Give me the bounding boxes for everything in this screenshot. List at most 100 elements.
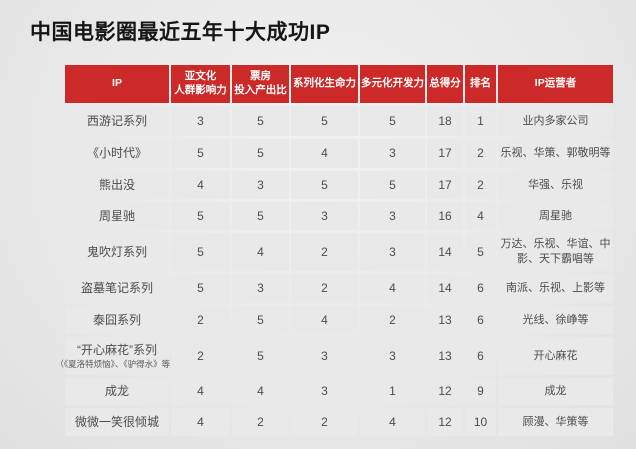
diversification-score-cell: 4	[360, 274, 425, 303]
subculture-score-cell: 5	[171, 274, 230, 303]
ip-name-cell: 鬼吹灯系列	[65, 233, 169, 271]
ip-name: 鬼吹灯系列	[86, 244, 147, 259]
column-header-line: 总得分	[429, 77, 461, 90]
subculture-score-cell: 4	[171, 408, 230, 436]
ip-name-cell: 成龙	[65, 378, 169, 405]
serialization-score-cell: 2	[291, 274, 358, 303]
subculture-score-cell: 5	[171, 139, 230, 168]
ip-operator-cell: 业内多家公司	[498, 106, 613, 136]
ip-operator-cell: 光线、徐峥等	[498, 306, 613, 334]
serialization-score-cell: 3	[291, 378, 358, 405]
ip-name-subtitle: （《夏洛特烦恼》、《驴得水》等）	[55, 358, 179, 369]
ip-name: “开心麻花”系列	[77, 342, 157, 357]
box-office-score-cell: 4	[232, 233, 289, 271]
subculture-score-cell: 2	[171, 306, 230, 334]
total-score-cell: 13	[427, 306, 463, 334]
total-score-cell: 17	[427, 171, 463, 199]
subculture-score-cell: 4	[171, 171, 230, 199]
column-header: 票房 投入产出比	[232, 65, 289, 103]
diversification-score-cell: 4	[360, 408, 425, 436]
rank-cell: 2	[465, 171, 496, 199]
subculture-score-cell: 4	[171, 378, 230, 405]
serialization-score-cell: 5	[291, 106, 358, 136]
column-header-line: 票房	[250, 70, 271, 83]
box-office-score-cell: 3	[232, 274, 289, 303]
ip-name-cell: 泰囧系列	[65, 306, 169, 334]
ip-name-cell: 《小时代》	[65, 139, 169, 168]
diversification-score-cell: 5	[360, 171, 425, 199]
column-header: 排名	[465, 65, 496, 103]
ip-name-cell: “开心麻花”系列 （《夏洛特烦恼》、《驴得水》等）	[55, 337, 179, 375]
total-score-cell: 18	[427, 106, 463, 136]
rank-cell: 6	[465, 274, 496, 303]
rank-cell: 10	[465, 408, 496, 436]
column-header: 多元化开发力	[360, 65, 425, 103]
box-office-score-cell: 5	[232, 306, 289, 334]
box-office-score-cell: 5	[232, 139, 289, 168]
column-header-line: 人群影响力	[174, 84, 227, 96]
box-office-score-cell: 3	[232, 171, 289, 199]
column-header: IP运营者	[498, 65, 613, 103]
ip-operator-cell: 华强、乐视	[498, 171, 613, 199]
ip-operator-cell: 成龙	[498, 378, 613, 405]
column-header: 系列化生命力	[291, 65, 358, 103]
ip-name: 微微一笑很倾城	[74, 414, 159, 429]
serialization-score-cell: 2	[291, 408, 358, 436]
ip-name: 西游记系列	[86, 113, 147, 128]
subculture-score-cell: 2	[171, 337, 230, 375]
column-header-line: 排名	[470, 77, 491, 90]
box-office-score-cell: 5	[232, 106, 289, 136]
diversification-score-cell: 3	[360, 233, 425, 271]
ip-name: 泰囧系列	[92, 312, 141, 327]
box-office-score-cell: 5	[232, 202, 289, 230]
ip-name: 熊出没	[98, 177, 135, 192]
column-header-line: 亚文化	[184, 70, 217, 83]
rank-cell: 1	[465, 106, 496, 136]
total-score-cell: 13	[427, 337, 463, 375]
column-header: IP	[65, 65, 169, 103]
ip-name: 成龙	[104, 384, 129, 398]
rank-cell: 2	[465, 139, 496, 168]
rank-cell: 6	[465, 306, 496, 334]
box-office-score-cell: 4	[232, 378, 289, 405]
serialization-score-cell: 5	[291, 171, 358, 199]
total-score-cell: 14	[427, 274, 463, 303]
ip-operator-cell: 南派、乐视、上影等	[498, 274, 613, 303]
diversification-score-cell: 1	[360, 378, 425, 405]
ip-name: 《小时代》	[86, 146, 147, 160]
column-header-line: 系列化生命力	[293, 77, 356, 90]
column-header-line: IP	[112, 77, 122, 90]
rank-cell: 9	[465, 378, 496, 405]
column-header: 亚文化 人群影响力	[171, 65, 230, 103]
column-header-line: 投入产出比	[234, 84, 287, 96]
ip-operator-cell: 乐视、华策、郭敬明等	[498, 139, 613, 168]
ip-operator-cell: 开心麻花	[498, 337, 613, 375]
ip-name-cell: 西游记系列	[65, 106, 169, 136]
column-header-line: IP运营者	[534, 77, 577, 90]
ip-name-cell: 周星驰	[65, 202, 169, 230]
total-score-cell: 14	[427, 233, 463, 271]
rank-cell: 6	[465, 337, 496, 375]
serialization-score-cell: 2	[291, 233, 358, 271]
ip-operator-cell: 顾漫、华策等	[498, 408, 613, 436]
total-score-cell: 17	[427, 139, 463, 168]
serialization-score-cell: 3	[291, 337, 358, 375]
diversification-score-cell: 3	[360, 139, 425, 168]
total-score-cell: 16	[427, 202, 463, 230]
diversification-score-cell: 3	[360, 337, 425, 375]
serialization-score-cell: 3	[291, 202, 358, 230]
subculture-score-cell: 5	[171, 233, 230, 271]
ip-name: 周星驰	[98, 208, 135, 223]
diversification-score-cell: 2	[360, 306, 425, 334]
total-score-cell: 12	[427, 408, 463, 436]
serialization-score-cell: 4	[291, 139, 358, 168]
diversification-score-cell: 3	[360, 202, 425, 230]
ip-operator-cell: 万达、乐视、华谊、中影、天下霸唱等	[498, 233, 613, 271]
ip-ranking-table: IP 亚文化 人群影响力 票房 投入产出比 系列化生命力 多元化开发力 总得分 排名 IP运营者西…	[55, 65, 613, 436]
subculture-score-cell: 5	[171, 202, 230, 230]
total-score-cell: 12	[427, 378, 463, 405]
ip-name-cell: 熊出没	[65, 171, 169, 199]
column-header-line: 多元化开发力	[361, 77, 424, 90]
column-header: 总得分	[427, 65, 463, 103]
